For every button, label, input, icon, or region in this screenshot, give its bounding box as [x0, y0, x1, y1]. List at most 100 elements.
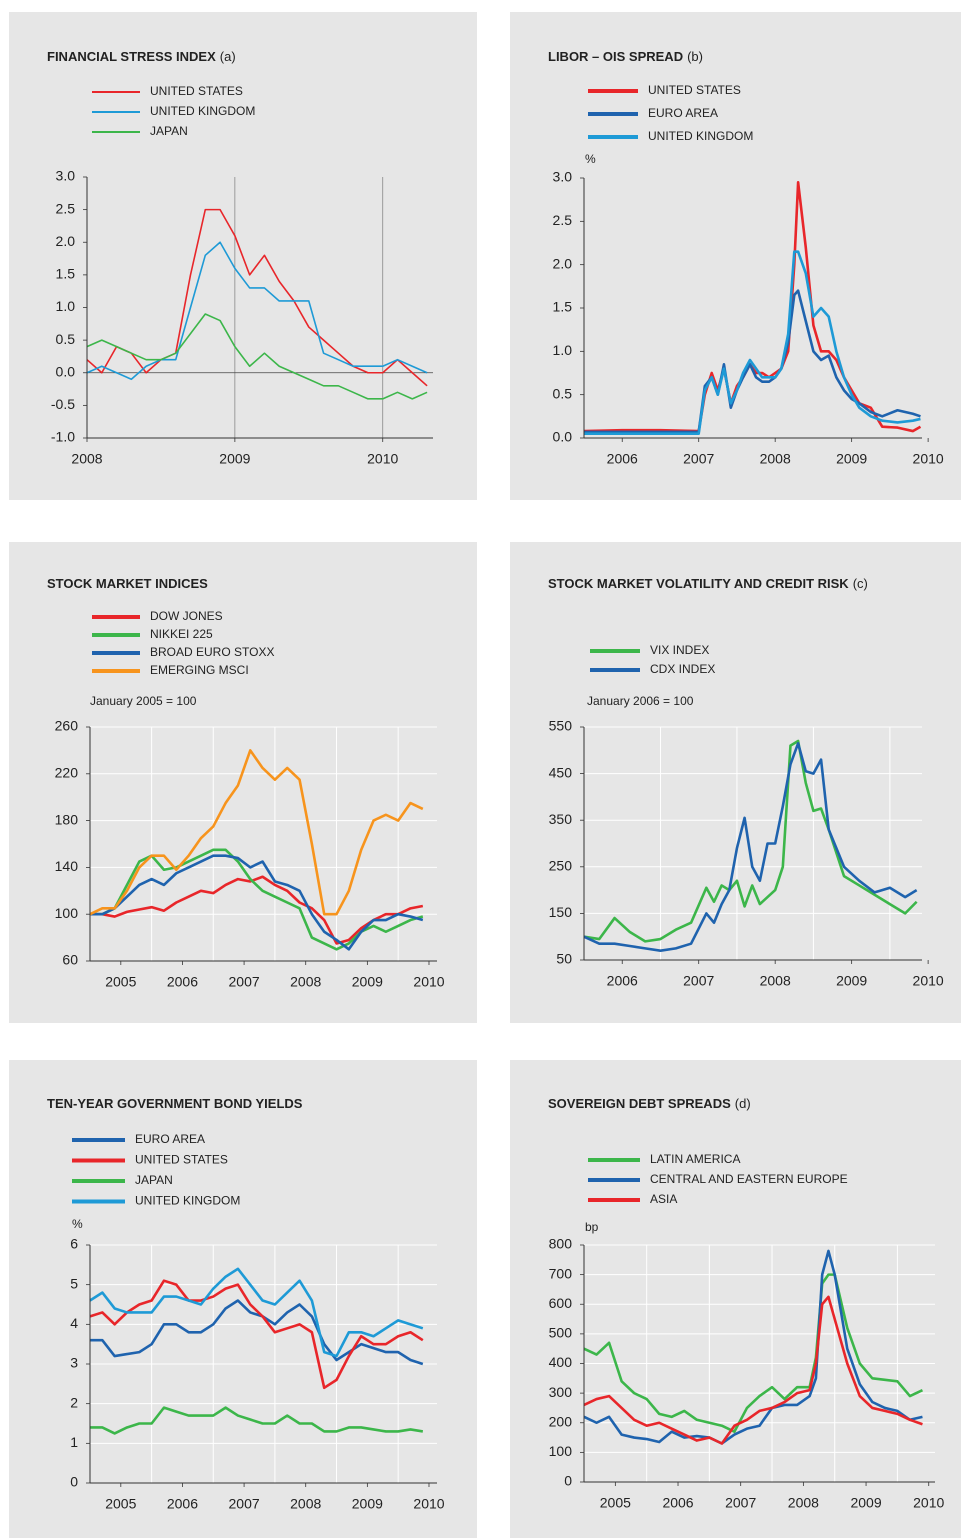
y-tick-label: 2.0	[553, 255, 573, 271]
y-tick-label: 5	[70, 1275, 78, 1291]
legend-label: UNITED KINGDOM	[150, 104, 255, 118]
x-tick-label: 2006	[662, 1495, 693, 1511]
y-tick-label: 2.5	[56, 200, 76, 216]
panel-background	[510, 542, 961, 1023]
x-tick-label: 2008	[71, 451, 102, 467]
y-tick-label: 1.0	[56, 298, 76, 314]
y-tick-label: 2.5	[553, 212, 573, 228]
y-tick-label: 2	[70, 1394, 78, 1410]
y-tick-label: 700	[549, 1265, 573, 1281]
y-tick-label: 200	[549, 1413, 573, 1429]
chart-title: LIBOR – OIS SPREAD (b)	[548, 49, 703, 64]
x-tick-label: 2007	[229, 1496, 260, 1512]
data-line	[583, 1295, 923, 1445]
legend-label: ASIA	[650, 1192, 677, 1206]
x-tick-label: 2007	[725, 1495, 756, 1511]
y-tick-label: 0.0	[553, 429, 573, 445]
legend-label: UNITED KINGDOM	[135, 1194, 240, 1208]
y-tick-label: -1.0	[51, 429, 75, 445]
legend-label: EURO AREA	[135, 1132, 205, 1146]
y-tick-label: 140	[55, 858, 79, 874]
data-line	[584, 250, 921, 435]
data-line	[90, 1406, 424, 1435]
y-tick-label: 0	[70, 1474, 78, 1490]
x-tick-label: 2009	[352, 1496, 383, 1512]
title-footnote: (c)	[853, 576, 868, 591]
x-tick-label: 2008	[788, 1495, 819, 1511]
y-tick-label: 150	[549, 904, 573, 920]
data-line	[90, 854, 424, 951]
x-tick-label: 2010	[413, 1496, 444, 1512]
x-tick-label: 2008	[290, 974, 321, 990]
data-line	[86, 313, 428, 400]
data-line	[86, 208, 428, 387]
data-line	[90, 1299, 424, 1366]
legend-label: VIX INDEX	[650, 643, 709, 657]
chart-title: STOCK MARKET INDICES	[47, 576, 208, 591]
legend-label: JAPAN	[135, 1173, 173, 1187]
x-tick-label: 2010	[367, 451, 398, 467]
legend-label: UNITED KINGDOM	[648, 129, 753, 143]
legend-label: UNITED STATES	[150, 84, 243, 98]
x-tick-label: 2007	[229, 974, 260, 990]
y-tick-label: 1	[70, 1434, 78, 1450]
panel-background	[510, 12, 961, 500]
x-tick-label: 2006	[607, 973, 638, 989]
y-tick-label: 50	[556, 951, 572, 967]
title-text: STOCK MARKET VOLATILITY AND CREDIT RISK	[548, 576, 849, 591]
y-tick-label: 400	[549, 1354, 573, 1370]
panel-background	[9, 542, 477, 1023]
legend-label: CENTRAL AND EASTERN EUROPE	[650, 1172, 848, 1186]
chart-title: SOVEREIGN DEBT SPREADS (d)	[548, 1096, 751, 1111]
legend-label: EMERGING MSCI	[150, 663, 249, 677]
y-tick-label: 3.0	[553, 169, 573, 185]
legend-label: UNITED STATES	[135, 1153, 228, 1167]
unit-label: %	[72, 1217, 83, 1231]
legend-label: JAPAN	[150, 124, 188, 138]
legend-label: UNITED STATES	[648, 83, 741, 97]
x-tick-label: 2010	[913, 451, 944, 467]
y-tick-label: 0.0	[56, 363, 76, 379]
y-tick-label: 1.5	[56, 266, 76, 282]
y-tick-label: 800	[549, 1236, 573, 1252]
data-line	[86, 241, 428, 381]
y-tick-label: 500	[549, 1325, 573, 1341]
legend-label: EURO AREA	[648, 106, 718, 120]
title-footnote: (d)	[735, 1096, 751, 1111]
legend-label: DOW JONES	[150, 609, 223, 623]
data-line	[583, 739, 918, 943]
x-tick-label: 2005	[600, 1495, 631, 1511]
data-line	[89, 1267, 424, 1358]
y-tick-label: 3	[70, 1355, 78, 1371]
x-tick-label: 2006	[167, 1496, 198, 1512]
title-footnote: (b)	[687, 49, 703, 64]
legend-label: CDX INDEX	[650, 662, 715, 676]
y-tick-label: 550	[549, 718, 573, 734]
x-tick-label: 2009	[836, 451, 867, 467]
unit-label: %	[585, 152, 596, 166]
y-tick-label: 260	[55, 718, 79, 734]
y-tick-label: 0	[564, 1473, 572, 1489]
data-line	[89, 749, 424, 916]
y-tick-label: 220	[55, 765, 79, 781]
data-line	[583, 742, 918, 952]
legend-label: NIKKEI 225	[150, 627, 213, 641]
y-tick-label: 3.0	[56, 168, 76, 184]
x-tick-label: 2006	[607, 451, 638, 467]
title-text: LIBOR – OIS SPREAD	[548, 49, 683, 64]
data-line	[89, 1279, 424, 1390]
x-tick-label: 2008	[290, 1496, 321, 1512]
y-tick-label: -0.5	[51, 396, 75, 412]
x-tick-label: 2009	[352, 974, 383, 990]
y-tick-label: 180	[55, 811, 79, 827]
y-tick-label: 1.5	[553, 299, 573, 315]
unit-label: January 2005 = 100	[90, 694, 197, 708]
y-tick-label: 6	[70, 1236, 78, 1252]
x-tick-label: 2007	[683, 973, 714, 989]
y-tick-label: 100	[549, 1443, 573, 1459]
panel-background	[510, 1060, 961, 1538]
data-line	[583, 1273, 924, 1433]
chart-title: FINANCIAL STRESS INDEX (a)	[47, 49, 236, 64]
y-tick-label: 100	[55, 905, 79, 921]
title-footnote: (a)	[220, 49, 236, 64]
